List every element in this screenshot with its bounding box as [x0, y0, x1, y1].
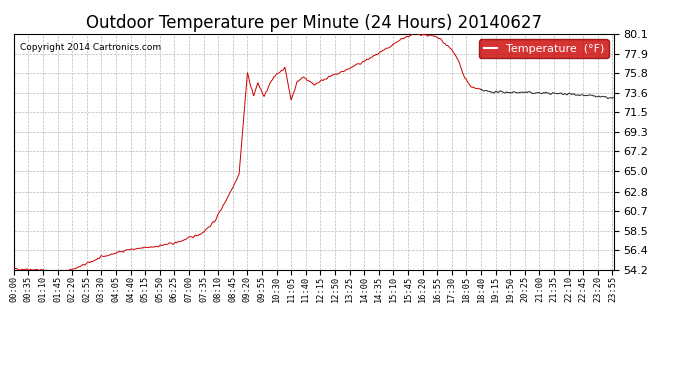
Legend: Temperature  (°F): Temperature (°F) — [479, 39, 609, 58]
Text: Copyright 2014 Cartronics.com: Copyright 2014 Cartronics.com — [20, 43, 161, 52]
Title: Outdoor Temperature per Minute (24 Hours) 20140627: Outdoor Temperature per Minute (24 Hours… — [86, 14, 542, 32]
